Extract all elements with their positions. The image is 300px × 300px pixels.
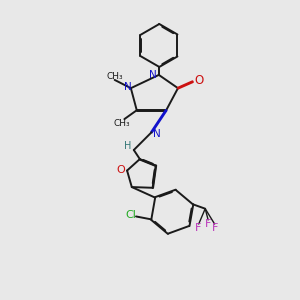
Text: CH₃: CH₃	[114, 119, 130, 128]
Text: N: N	[153, 129, 160, 139]
Text: F: F	[212, 223, 218, 233]
Text: N: N	[124, 82, 131, 92]
Text: F: F	[195, 223, 202, 233]
Text: F: F	[205, 219, 212, 229]
Text: N: N	[149, 70, 157, 80]
Text: CH₃: CH₃	[106, 72, 123, 81]
Text: O: O	[194, 74, 204, 87]
Text: O: O	[116, 165, 125, 175]
Text: Cl: Cl	[125, 210, 136, 220]
Text: H: H	[124, 141, 131, 151]
